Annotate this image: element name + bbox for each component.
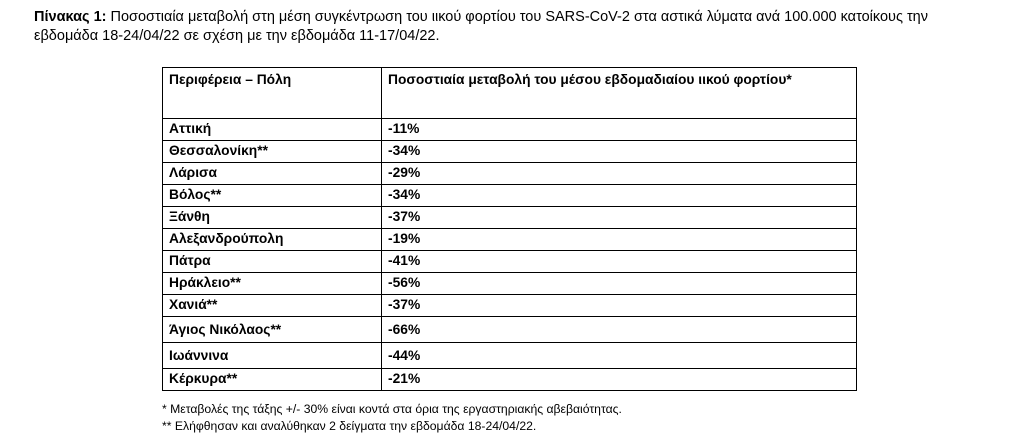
city-cell: Κέρκυρα** — [162, 368, 382, 391]
city-cell: Θεσσαλονίκη** — [162, 140, 382, 163]
caption-label: Πίνακας 1: — [34, 9, 107, 25]
change-cell: -37% — [381, 294, 857, 317]
change-cell: -44% — [381, 342, 857, 369]
city-cell: Χανιά** — [162, 294, 382, 317]
table-row: Ιωάννινα -44% — [162, 342, 857, 369]
change-cell: -66% — [381, 316, 857, 343]
city-cell: Ιωάννινα — [162, 342, 382, 369]
change-cell: -21% — [381, 368, 857, 391]
header-percent-change-text: Ποσοστιαία μεταβολή του μέσου εβδομαδιαί… — [388, 72, 792, 87]
change-cell: -11% — [381, 118, 857, 141]
table-row: Θεσσαλονίκη** -34% — [162, 140, 857, 163]
table-row: Αττική -11% — [162, 118, 857, 141]
change-cell: -41% — [381, 250, 857, 273]
city-cell: Ξάνθη — [162, 206, 382, 229]
table-footnotes: * Μεταβολές της τάξης +/- 30% είναι κοντ… — [162, 401, 622, 435]
table-header-row: Περιφέρεια – Πόλη Ποσοστιαία μεταβολή το… — [162, 67, 857, 119]
city-cell: Βόλος** — [162, 184, 382, 207]
table-row: Άγιος Νικόλαος** -66% — [162, 316, 857, 343]
header-percent-change: Ποσοστιαία μεταβολή του μέσου εβδομαδιαί… — [381, 67, 857, 119]
table-row: Αλεξανδρούπολη -19% — [162, 228, 857, 251]
table-row: Πάτρα -41% — [162, 250, 857, 273]
viral-load-table: Περιφέρεια – Πόλη Ποσοστιαία μεταβολή το… — [162, 67, 857, 391]
change-cell: -56% — [381, 272, 857, 295]
change-cell: -34% — [381, 140, 857, 163]
caption-text: Ποσοστιαία μεταβολή στη μέση συγκέντρωση… — [34, 9, 928, 44]
change-cell: -29% — [381, 162, 857, 185]
city-cell: Λάρισα — [162, 162, 382, 185]
footnote-two-samples: ** Ελήφθησαν και αναλύθηκαν 2 δείγματα τ… — [162, 419, 537, 433]
table-caption: Πίνακας 1: Ποσοστιαία μεταβολή στη μέση … — [34, 8, 994, 46]
header-region-city: Περιφέρεια – Πόλη — [162, 67, 382, 119]
city-cell: Ηράκλειο** — [162, 272, 382, 295]
city-cell: Αλεξανδρούπολη — [162, 228, 382, 251]
city-cell: Πάτρα — [162, 250, 382, 273]
table-row: Χανιά** -37% — [162, 294, 857, 317]
change-cell: -19% — [381, 228, 857, 251]
table-row: Λάρισα -29% — [162, 162, 857, 185]
footnote-uncertainty: * Μεταβολές της τάξης +/- 30% είναι κοντ… — [162, 402, 622, 416]
table-row: Ηράκλειο** -56% — [162, 272, 857, 295]
table-row: Κέρκυρα** -21% — [162, 368, 857, 391]
city-cell: Αττική — [162, 118, 382, 141]
change-cell: -34% — [381, 184, 857, 207]
change-cell: -37% — [381, 206, 857, 229]
table-row: Βόλος** -34% — [162, 184, 857, 207]
table-row: Ξάνθη -37% — [162, 206, 857, 229]
city-cell: Άγιος Νικόλαος** — [162, 316, 382, 343]
